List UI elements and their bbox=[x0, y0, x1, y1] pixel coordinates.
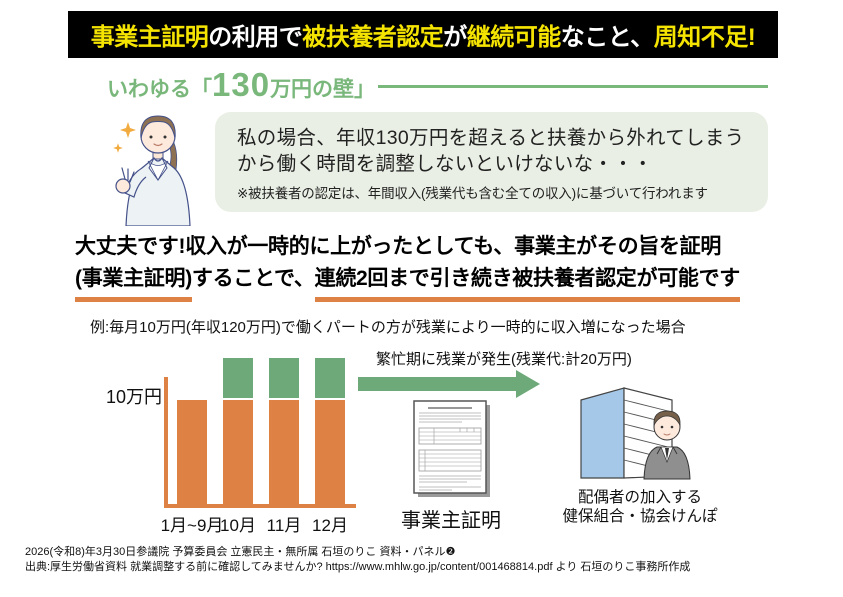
right-arrow-head-icon bbox=[516, 370, 540, 398]
message-underlined-segment: (事業主証明) bbox=[75, 263, 192, 302]
message-underlined-segment: 連続2回まで引き続き被扶養者認定が可能です bbox=[314, 263, 740, 302]
speech-box: 私の場合、年収130万円を超えると扶養から外れてしまうから働く時間を調整しないと… bbox=[215, 112, 768, 212]
certificate-label: 事業主証明 bbox=[401, 510, 501, 532]
bar-segment-残業代 bbox=[223, 358, 253, 398]
bar-segment-残業代 bbox=[269, 358, 299, 398]
insurer-label-line2: 健保組合・協会けんぽ bbox=[562, 508, 718, 526]
headline-segment: が bbox=[443, 24, 467, 51]
chart-x-axis bbox=[164, 504, 356, 508]
insurer-building-illustration bbox=[580, 387, 691, 480]
headline-segment: 被扶養者認定 bbox=[302, 24, 444, 51]
insurer-label: 配偶者の加入する 健保組合・協会けんぽ bbox=[555, 488, 725, 527]
insurer-label-line1: 配偶者の加入する bbox=[577, 489, 702, 506]
chart-y-label: 10万円 bbox=[106, 387, 163, 407]
footer: 2026(令和8)年3月30日参議院 予算委員会 立憲民主・無所属 石垣のりこ … bbox=[25, 545, 690, 575]
woman-ok-sign-illustration bbox=[113, 115, 191, 226]
speech-text: 私の場合、年収130万円を超えると扶養から外れてしまうから働く時間を調整しないと… bbox=[237, 127, 745, 176]
sparkles-icon bbox=[113, 122, 136, 153]
office-worker-illustration bbox=[643, 410, 691, 480]
bar-segment-月収10万円 bbox=[177, 400, 207, 504]
section-title-segment: 130 bbox=[212, 66, 271, 103]
certificate-document-illustration bbox=[413, 400, 490, 497]
footer-source-line1: 2026(令和8)年3月30日参議院 予算委員会 立憲民主・無所属 石垣のりこ … bbox=[25, 546, 456, 558]
section-title-segment: いわゆる「 bbox=[107, 78, 212, 101]
speech-note: ※被扶養者の認定は、年間収入(残業代も含む全ての収入)に基づいて行われます bbox=[237, 185, 708, 201]
section-title-segment: 万円の壁」 bbox=[270, 78, 376, 101]
message-line: 大丈夫です!収入が一時的に上がったとしても、事業主がその旨を証明 bbox=[75, 231, 740, 263]
building-side bbox=[580, 387, 625, 479]
bar-category-label: 1月~9月 bbox=[160, 516, 224, 535]
section-title: いわゆる「130万円の壁」 bbox=[107, 66, 375, 104]
income-bar-chart: 10万円 1月~9月 10月 11月 12月 bbox=[100, 350, 375, 545]
arrow-label: 繁忙期に残業が発生(残業代:計20万円) bbox=[376, 351, 632, 368]
chart-y-axis bbox=[164, 377, 168, 508]
headline-segment: 継続可能 bbox=[466, 24, 562, 51]
message-segment: 大丈夫です!収入が一時的に上がったとしても、事業主がその旨を証明 bbox=[75, 235, 722, 258]
headline-segment: の利用で bbox=[208, 24, 303, 51]
headline-text: 事業主証明の利用で被扶養者認定が継続可能なこと、周知不足! bbox=[91, 17, 756, 52]
bar-category-label: 10月 bbox=[220, 516, 256, 535]
bar-category-label: 11月 bbox=[266, 516, 302, 535]
message-line: (事業主証明)することで、連続2回まで引き続き被扶養者認定が可能です bbox=[75, 263, 740, 302]
bar-segment-月収10万円 bbox=[223, 400, 253, 504]
bar-segment-月収10万円 bbox=[315, 400, 345, 504]
headline-segment: 事業主証明 bbox=[90, 24, 209, 51]
main-message: 大丈夫です!収入が一時的に上がったとしても、事業主がその旨を証明 (事業主証明)す… bbox=[75, 231, 740, 302]
bar-category-label: 12月 bbox=[312, 516, 348, 535]
title-rule bbox=[378, 85, 768, 88]
footer-source-line2: 出典:厚生労働省資料 就業調整する前に確認してみませんか? https://ww… bbox=[25, 560, 691, 573]
right-arrow-icon bbox=[358, 377, 516, 391]
headline-segment: なこと、 bbox=[560, 24, 655, 51]
bar-segment-月収10万円 bbox=[269, 400, 299, 504]
ok-hand bbox=[115, 167, 135, 194]
headline-bar: 事業主証明の利用で被扶養者認定が継続可能なこと、周知不足! bbox=[68, 11, 778, 58]
bar-segment-残業代 bbox=[315, 358, 345, 398]
message-segment: することで、 bbox=[191, 266, 315, 290]
headline-segment: 周知不足! bbox=[653, 24, 756, 51]
example-caption: 例:毎月10万円(年収120万円)で働くパートの方が残業により一時的に収入増にな… bbox=[90, 319, 686, 336]
